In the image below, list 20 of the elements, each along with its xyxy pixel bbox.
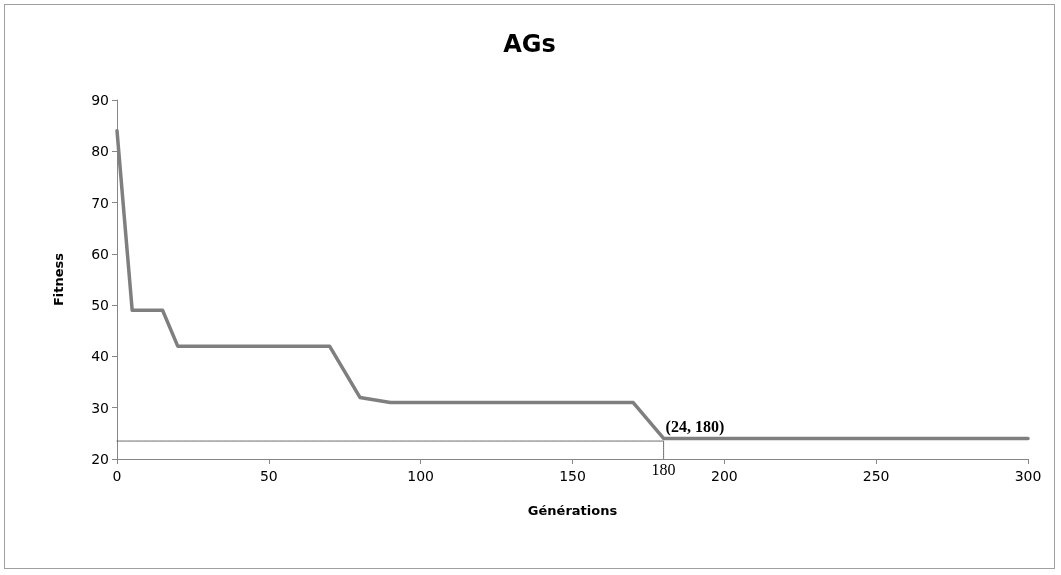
x-tick-label: 0 — [112, 468, 122, 484]
y-tick-label: 30 — [91, 399, 109, 416]
y-tick-label: 90 — [91, 92, 109, 108]
annotation: 180 — [651, 460, 676, 478]
annotation: (24, 180) — [665, 417, 725, 436]
x-tick-label: 100 — [407, 468, 435, 484]
y-tick-label: 40 — [91, 348, 109, 365]
x-tick-label: 150 — [559, 468, 586, 484]
x-tick-label: 300 — [1014, 468, 1042, 484]
x-axis-title: Générations — [527, 503, 618, 518]
y-tick-label: 20 — [91, 451, 109, 467]
x-tick-label: 200 — [710, 468, 738, 484]
chart-title: AGs — [503, 30, 556, 58]
y-tick-label: 80 — [91, 143, 109, 160]
y-axis-title: Fitness — [51, 252, 66, 307]
x-tick-label: 250 — [862, 468, 890, 484]
y-tick-label: 70 — [91, 194, 109, 211]
x-tick-label: 50 — [259, 468, 278, 484]
y-tick-label: 50 — [91, 297, 109, 314]
y-tick-label: 60 — [91, 245, 109, 262]
